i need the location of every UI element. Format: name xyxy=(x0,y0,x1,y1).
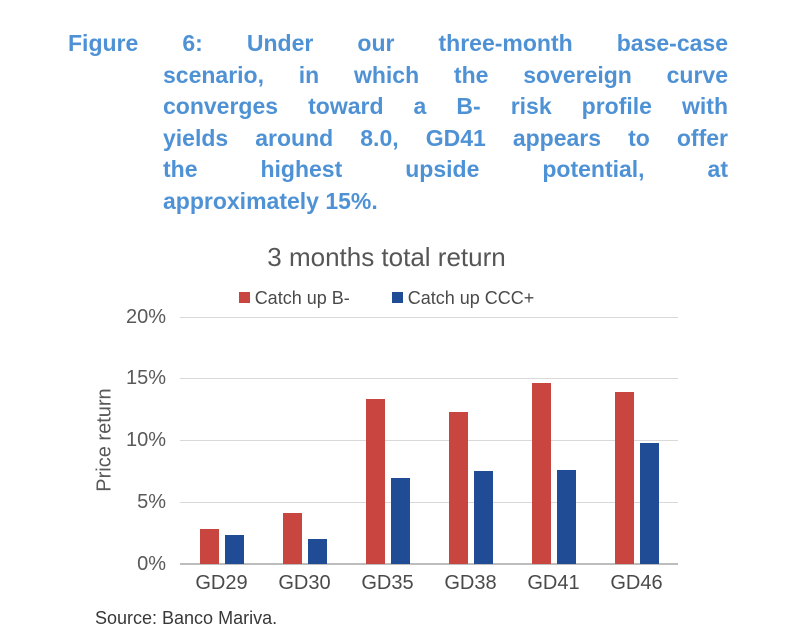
y-axis: Price return 0% 5% 10% 15% 20% xyxy=(94,307,180,574)
gridline xyxy=(180,440,678,442)
x-axis-labels: GD29 GD30 GD35 GD38 GD41 GD46 xyxy=(180,572,678,594)
bar xyxy=(307,538,327,564)
bar-group-gd29 xyxy=(180,317,263,564)
bar xyxy=(448,411,468,564)
y-tick-label: 5% xyxy=(137,490,166,513)
bar xyxy=(556,469,576,564)
x-tick-label: GD35 xyxy=(361,571,414,594)
x-tick-label: GD30 xyxy=(278,571,331,594)
caption-line: Figure 6: Under our three-month base-cas… xyxy=(68,30,728,56)
bar xyxy=(199,528,219,564)
legend-label: Catch up B- xyxy=(254,287,350,308)
bar-group-gd30 xyxy=(263,317,346,564)
bar xyxy=(639,442,659,564)
y-tick-label: 15% xyxy=(125,367,166,390)
caption-line: the highest upside potential, at xyxy=(163,156,728,183)
caption-line: approximately 15%. xyxy=(163,187,378,214)
bar xyxy=(390,478,410,564)
gridline xyxy=(180,316,678,318)
bar xyxy=(365,399,385,564)
bar xyxy=(614,391,634,564)
page: Figure 6: Under our three-month base-cas… xyxy=(0,28,800,629)
bar xyxy=(282,512,302,564)
x-tick-label: GD41 xyxy=(527,571,580,594)
chart-legend: Catch up B- Catch up CCC+ xyxy=(95,288,678,308)
plot-area xyxy=(180,316,678,565)
y-tick-label: 10% xyxy=(125,429,166,452)
bar xyxy=(224,535,244,564)
x-axis-line xyxy=(180,562,678,565)
y-tick-label: 20% xyxy=(125,305,166,328)
legend-swatch xyxy=(238,292,250,304)
x-tick-label: GD38 xyxy=(444,571,497,594)
bar-group-gd35 xyxy=(346,317,429,564)
source-note: Source: Banco Mariva. xyxy=(95,607,278,628)
bar-chart: 3 months total return Catch up B- Catch u… xyxy=(94,241,678,629)
legend-label: Catch up CCC+ xyxy=(407,287,535,308)
caption-line: converges toward a B- risk profile with xyxy=(163,93,728,120)
bar xyxy=(473,470,493,564)
chart-title: 3 months total return xyxy=(267,241,506,272)
x-tick-label: GD46 xyxy=(610,571,663,594)
legend-item: Catch up CCC+ xyxy=(391,287,535,308)
gridline xyxy=(180,501,678,503)
chart-body: Price return 0% 5% 10% 15% 20% xyxy=(94,307,678,574)
y-tick-label: 0% xyxy=(137,552,166,575)
bars-layer xyxy=(180,317,678,564)
figure-caption: Figure 6: Under our three-month base-cas… xyxy=(68,28,728,218)
bar-group-gd46 xyxy=(595,317,678,564)
bar-group-gd41 xyxy=(512,317,595,564)
legend-item: Catch up B- xyxy=(238,287,350,308)
caption-line: yields around 8.0, GD41 appears to offer xyxy=(163,124,728,151)
gridline xyxy=(180,378,678,380)
x-tick-label: GD29 xyxy=(195,571,248,594)
caption-line: scenario, in which the sovereign curve xyxy=(163,61,728,88)
bar xyxy=(531,383,551,564)
bar-group-gd38 xyxy=(429,317,512,564)
legend-swatch xyxy=(391,292,403,304)
